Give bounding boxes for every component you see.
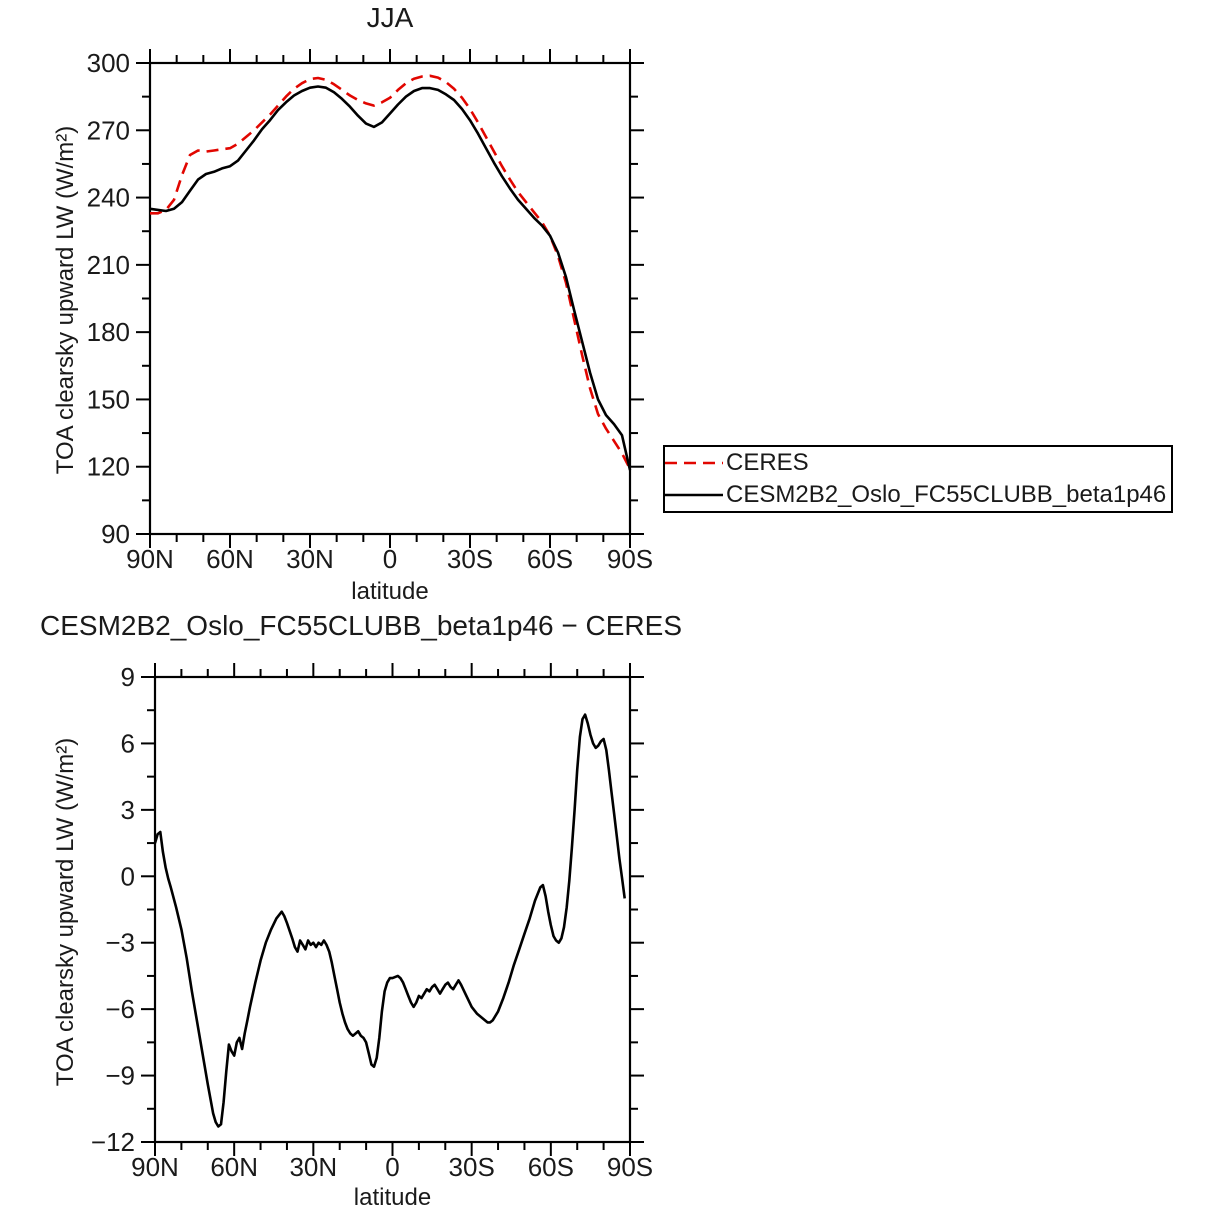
y-tick-label: 210 [87, 250, 130, 280]
legend-line-model [665, 493, 723, 497]
x-tick-label: 90N [131, 1152, 179, 1182]
y-tick-label: 6 [121, 728, 135, 758]
legend-entry-model: CESM2B2_Oslo_FC55CLUBB_beta1p46 [665, 479, 1171, 511]
y-tick-label: 9 [121, 662, 135, 692]
plot-frame [153, 675, 632, 1144]
legend: CERES CESM2B2_Oslo_FC55CLUBB_beta1p46 [663, 445, 1173, 513]
legend-entry-ceres: CERES [665, 447, 1171, 479]
y-tick-label: −3 [105, 928, 135, 958]
y-axis-label-top: TOA clearsky upward LW (W/m²) [52, 125, 79, 475]
y-tick-label: 300 [87, 48, 130, 78]
series-line-CESM2B2_Oslo_FC55CLUBB_beta1p46 [149, 85, 632, 471]
y-tick-label: −9 [105, 1061, 135, 1091]
y-axis-label-bottom: TOA clearsky upward LW (W/m²) [52, 737, 79, 1087]
x-tick-label: 90N [126, 544, 174, 574]
x-tick-label: 60S [528, 1152, 574, 1182]
x-axis-label-top: latitude [351, 578, 429, 605]
x-tick-label: 0 [383, 544, 397, 574]
x-tick-label: 30N [286, 544, 334, 574]
y-tick-label: 270 [87, 115, 130, 145]
x-tick-label: 30S [449, 1152, 495, 1182]
y-tick-label: 3 [121, 795, 135, 825]
series-line-CESM2B2_Oslo_FC55CLUBB_beta1p46 − CERES [153, 713, 626, 1128]
y-tick-label: 0 [121, 861, 135, 891]
legend-label-ceres: CERES [726, 449, 809, 476]
legend-label-model: CESM2B2_Oslo_FC55CLUBB_beta1p46 [726, 481, 1167, 508]
bottom-chart-title: CESM2B2_Oslo_FC55CLUBB_beta1p46 − CERES [40, 610, 683, 641]
y-tick-label: −6 [105, 994, 135, 1024]
x-tick-label: 60S [527, 544, 573, 574]
legend-line-ceres [665, 461, 723, 465]
x-tick-label: 90S [607, 544, 653, 574]
y-tick-label: 240 [87, 183, 130, 213]
x-axis-label-bottom: latitude [353, 1184, 432, 1211]
x-tick-label: 60N [206, 544, 254, 574]
y-tick-label: 90 [101, 519, 130, 549]
y-tick-label: 150 [87, 384, 130, 414]
x-tick-label: 90S [607, 1152, 653, 1182]
y-tick-label: −12 [91, 1127, 135, 1157]
plot-frame [148, 61, 632, 536]
x-tick-label: 0 [385, 1152, 399, 1182]
y-tick-label: 120 [87, 452, 130, 482]
series-line-CERES [150, 74, 632, 470]
x-tick-label: 30N [289, 1152, 337, 1182]
top-chart-title: JJA [366, 2, 414, 33]
y-tick-label: 180 [87, 317, 130, 347]
x-tick-label: 30S [447, 544, 493, 574]
x-tick-label: 60N [210, 1152, 258, 1182]
